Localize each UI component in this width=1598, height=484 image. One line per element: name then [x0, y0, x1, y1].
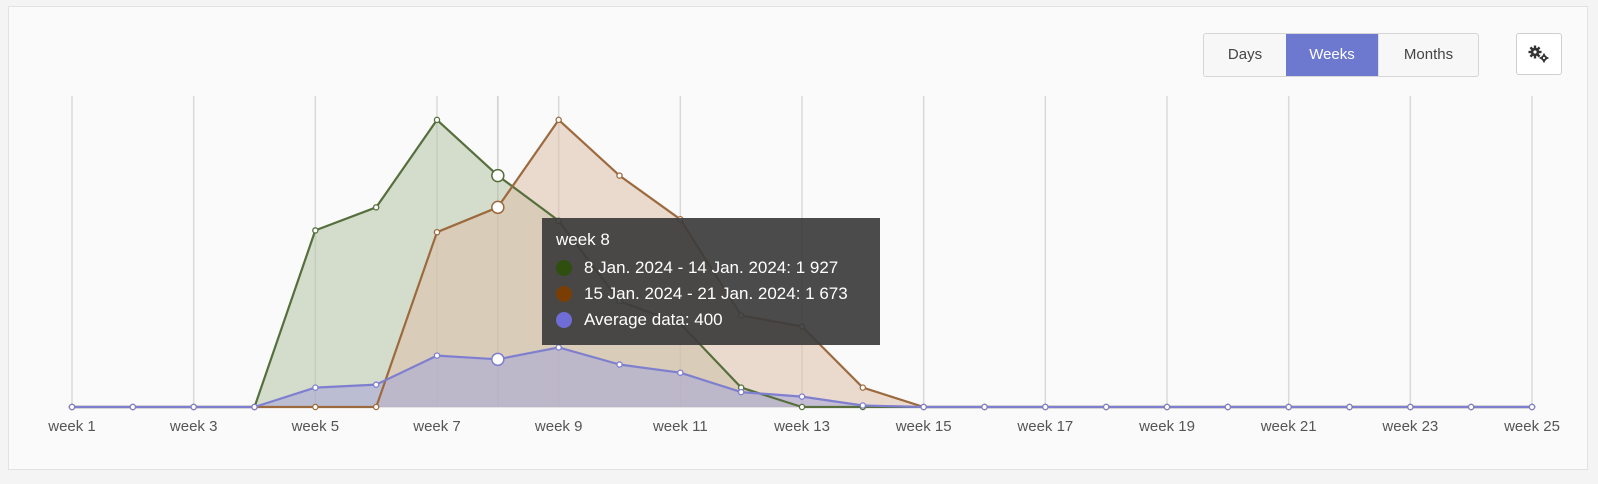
- data-point[interactable]: [433, 228, 441, 236]
- data-point[interactable]: [1163, 403, 1171, 411]
- gears-icon: [1528, 45, 1549, 63]
- data-point[interactable]: [1102, 403, 1110, 411]
- data-point[interactable]: [372, 381, 380, 388]
- data-point[interactable]: [1285, 403, 1292, 411]
- x-tick-label: week 23: [1381, 418, 1438, 435]
- tooltip-row-label: 8 Jan. 2024 - 14 Jan. 2024: 1 927: [584, 258, 839, 277]
- chart-tooltip: week 8 8 Jan. 2024 - 14 Jan. 2024: 1 927…: [542, 218, 880, 345]
- data-point[interactable]: [859, 402, 867, 409]
- tooltip-row-label: 15 Jan. 2024 - 21 Jan. 2024: 1 673: [584, 284, 848, 303]
- data-point[interactable]: [981, 403, 988, 411]
- series-dot-icon: [556, 312, 572, 328]
- tooltip-row: 8 Jan. 2024 - 14 Jan. 2024: 1 927: [556, 255, 866, 281]
- data-point[interactable]: [1528, 403, 1536, 411]
- x-axis-ticks: week 1 week 3 week 5 week 7 week 9 week 11 wee…: [47, 418, 1560, 435]
- x-tick-label: week 3: [169, 418, 218, 435]
- x-tick-label: week 5: [291, 418, 340, 435]
- tooltip-row-label: Average data: 400: [584, 310, 723, 329]
- x-tick-label: week 21: [1260, 418, 1317, 435]
- x-tick-label: week 17: [1016, 418, 1073, 435]
- x-tick-label: week 25: [1503, 418, 1560, 435]
- series-areas: [72, 119, 1532, 408]
- months-button[interactable]: Months: [1378, 34, 1478, 76]
- data-point[interactable]: [312, 403, 319, 411]
- data-point[interactable]: [68, 403, 76, 411]
- days-button[interactable]: Days: [1227, 46, 1263, 63]
- data-point[interactable]: [372, 403, 380, 411]
- data-point[interactable]: [491, 352, 505, 367]
- data-point[interactable]: [251, 403, 258, 411]
- data-point[interactable]: [616, 172, 623, 179]
- x-tick-label: week 11: [652, 418, 708, 435]
- period-toggle: Days Weeks Months: [1203, 33, 1479, 77]
- x-tick-label: week 15: [895, 418, 952, 435]
- data-point[interactable]: [920, 403, 927, 411]
- data-point[interactable]: [433, 352, 441, 359]
- x-tick-label: week 1: [47, 418, 96, 435]
- x-tick-label: week 7: [412, 418, 461, 435]
- tooltip-row: Average data: 400: [556, 307, 866, 333]
- data-point[interactable]: [491, 168, 505, 183]
- series-area-1: [72, 119, 1532, 408]
- data-point[interactable]: [1346, 403, 1353, 411]
- data-point[interactable]: [737, 388, 745, 396]
- tooltip-title: week 8: [556, 230, 610, 249]
- data-point[interactable]: [798, 403, 806, 411]
- data-point[interactable]: [1224, 403, 1232, 411]
- data-point[interactable]: [798, 393, 806, 400]
- data-point[interactable]: [491, 200, 505, 215]
- series-dot-icon: [556, 286, 572, 302]
- data-point[interactable]: [372, 204, 380, 211]
- data-point[interactable]: [312, 227, 319, 234]
- x-tick-label: week 13: [773, 418, 830, 435]
- series-area-2: [72, 347, 1532, 407]
- data-point[interactable]: [1407, 403, 1414, 411]
- series-dot-icon: [556, 260, 572, 276]
- data-point[interactable]: [1467, 403, 1475, 411]
- data-point[interactable]: [433, 116, 441, 124]
- x-tick-label: week 9: [534, 418, 583, 435]
- data-point[interactable]: [555, 116, 562, 124]
- x-tick-label: week 19: [1138, 418, 1195, 435]
- weeks-button[interactable]: Weeks: [1286, 34, 1378, 76]
- data-point[interactable]: [312, 384, 319, 391]
- data-point[interactable]: [1042, 403, 1049, 411]
- data-point[interactable]: [190, 403, 197, 411]
- data-point[interactable]: [677, 369, 684, 376]
- data-point[interactable]: [616, 361, 623, 368]
- tooltip-row: 15 Jan. 2024 - 21 Jan. 2024: 1 673: [556, 281, 866, 307]
- settings-button[interactable]: [1516, 33, 1562, 75]
- data-point[interactable]: [859, 384, 867, 391]
- data-point[interactable]: [555, 344, 562, 351]
- data-point[interactable]: [129, 403, 137, 411]
